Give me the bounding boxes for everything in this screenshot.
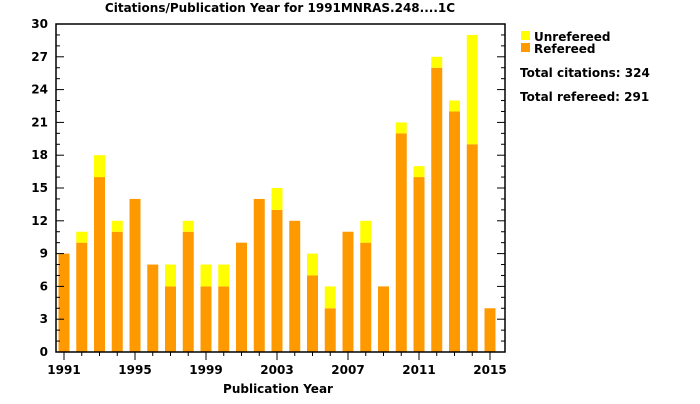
bar-refereed-2005 bbox=[307, 275, 318, 352]
bar-unrefereed-2014 bbox=[466, 34, 478, 145]
bar-refereed-1991 bbox=[58, 253, 70, 352]
legend-label-refereed: Refereed bbox=[534, 42, 596, 56]
bar-refereed-2014 bbox=[466, 144, 478, 352]
bar-unrefereed-2013 bbox=[449, 100, 460, 112]
bar-refereed-2006 bbox=[324, 308, 336, 352]
x-axis-label: Publication Year bbox=[223, 382, 333, 396]
total-refereed-annotation: Total refereed: 291 bbox=[520, 90, 649, 104]
bar-refereed-2002 bbox=[253, 198, 265, 352]
bar-unrefereed-1997 bbox=[165, 264, 176, 287]
bar-refereed-1998 bbox=[182, 231, 194, 352]
x-tick-label: 1995 bbox=[118, 363, 151, 377]
y-tick-label: 15 bbox=[31, 181, 48, 195]
y-tick-label: 12 bbox=[31, 214, 48, 228]
y-tick-label: 9 bbox=[40, 247, 48, 261]
legend-swatch-unrefereed bbox=[521, 31, 530, 40]
bar-refereed-1996 bbox=[147, 264, 159, 352]
total-citations-annotation: Total citations: 324 bbox=[520, 66, 650, 80]
y-tick-label: 30 bbox=[31, 17, 48, 31]
x-tick-label: 2011 bbox=[402, 363, 435, 377]
x-tick-label: 2003 bbox=[260, 363, 293, 377]
x-tick-label: 1991 bbox=[47, 363, 80, 377]
y-tick-label: 21 bbox=[31, 115, 48, 129]
bar-unrefereed-2003 bbox=[271, 188, 283, 210]
legend-label-unrefereed: Unrefereed bbox=[534, 30, 611, 44]
bar-unrefereed-2010 bbox=[395, 122, 407, 134]
bar-refereed-2011 bbox=[413, 177, 425, 352]
y-tick-label: 18 bbox=[31, 148, 48, 162]
bar-unrefereed-1993 bbox=[94, 155, 105, 178]
bar-refereed-2001 bbox=[236, 242, 247, 352]
bar-refereed-2008 bbox=[360, 242, 372, 352]
bar-refereed-2003 bbox=[271, 209, 283, 352]
bar-refereed-2009 bbox=[378, 286, 389, 352]
y-tick-label: 3 bbox=[40, 312, 48, 326]
bar-refereed-2004 bbox=[289, 220, 301, 352]
bar-refereed-1993 bbox=[94, 177, 105, 352]
bar-refereed-1997 bbox=[165, 286, 176, 352]
y-tick-label: 27 bbox=[31, 50, 48, 64]
bar-unrefereed-2012 bbox=[431, 56, 443, 68]
bar-refereed-1999 bbox=[200, 286, 212, 352]
bar-unrefereed-2006 bbox=[324, 286, 336, 309]
bar-unrefereed-1992 bbox=[76, 231, 88, 243]
x-tick-label: 1999 bbox=[189, 363, 222, 377]
bar-refereed-2012 bbox=[431, 67, 443, 352]
bar-refereed-1994 bbox=[111, 231, 123, 352]
y-tick-label: 0 bbox=[40, 345, 48, 359]
bar-refereed-1992 bbox=[76, 242, 88, 352]
x-tick-label: 2007 bbox=[331, 363, 364, 377]
legend-swatch-refereed bbox=[521, 43, 530, 52]
bar-unrefereed-2008 bbox=[360, 220, 372, 243]
x-tick-label: 2015 bbox=[473, 363, 506, 377]
bar-unrefereed-1999 bbox=[200, 264, 212, 287]
bar-unrefereed-1998 bbox=[182, 220, 194, 232]
bar-unrefereed-2011 bbox=[413, 166, 425, 178]
y-tick-label: 24 bbox=[31, 83, 48, 97]
chart-title: Citations/Publication Year for 1991MNRAS… bbox=[105, 1, 455, 15]
bar-refereed-2013 bbox=[449, 111, 460, 352]
bar-refereed-2010 bbox=[395, 133, 407, 352]
bar-refereed-2000 bbox=[218, 286, 230, 352]
bar-unrefereed-2000 bbox=[218, 264, 230, 287]
bar-refereed-2007 bbox=[342, 231, 354, 352]
y-tick-label: 6 bbox=[40, 279, 48, 293]
bar-refereed-1995 bbox=[129, 198, 141, 352]
bar-unrefereed-2005 bbox=[307, 253, 318, 276]
bar-refereed-2015 bbox=[484, 308, 496, 352]
bar-unrefereed-1994 bbox=[111, 220, 123, 232]
